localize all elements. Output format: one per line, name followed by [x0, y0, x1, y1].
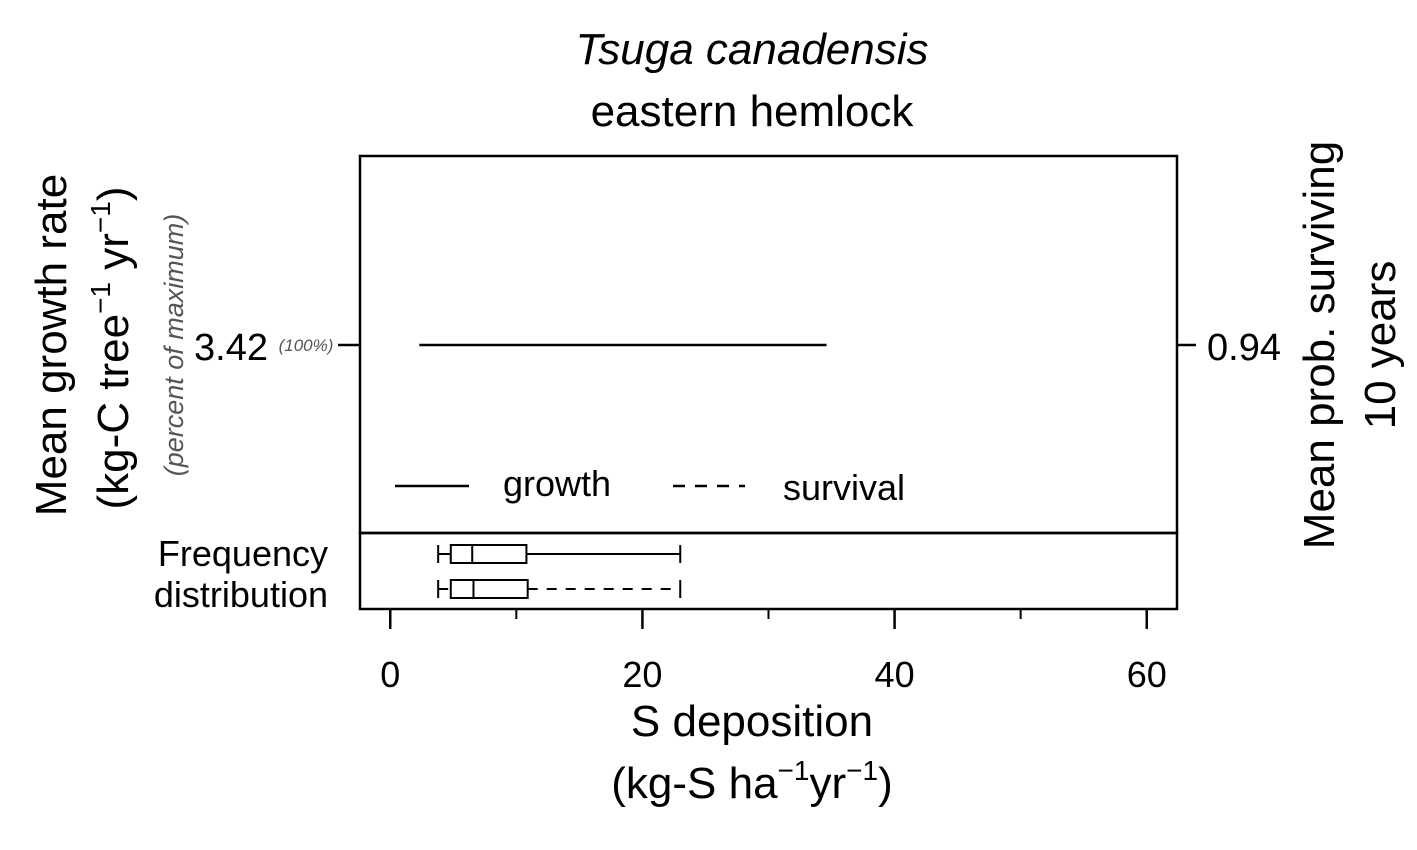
left-y-tick-label: 3.42	[194, 327, 268, 369]
left-y-axis-units: (kg-C tree−1 yr−1)	[85, 186, 138, 509]
left-y-units-sup-1: −1	[85, 282, 116, 314]
x-tick-label-0: 0	[380, 654, 400, 695]
growth-iqr-box	[449, 544, 528, 564]
frequency-boxplots	[437, 544, 682, 599]
x-units-part-3: )	[878, 759, 893, 808]
chart-title: Tsuga canadensis	[575, 25, 928, 74]
legend-survival-label: survival	[783, 467, 905, 508]
x-axis: 0 20 40 60	[380, 609, 1167, 695]
x-tick-label-60: 60	[1127, 654, 1167, 695]
right-y-axis-subtitle: 10 years	[1356, 261, 1405, 430]
growth-boxplot	[437, 544, 682, 564]
x-units-sup-1: −1	[778, 755, 810, 786]
survival-iqr-box	[449, 579, 529, 599]
x-tick-label-20: 20	[622, 654, 662, 695]
x-units-part-1: (kg-S ha	[611, 759, 778, 808]
right-y-axis-title: Mean prob. surviving	[1295, 141, 1344, 549]
x-tick-label-40: 40	[875, 654, 915, 695]
left-y-axis-title: Mean growth rate	[27, 174, 76, 516]
survival-boxplot	[437, 579, 682, 599]
x-units-part-2: yr	[809, 759, 846, 808]
left-y-units-part-2: yr	[89, 233, 138, 282]
left-y-units-sup-2: −1	[85, 201, 116, 233]
x-units-sup-2: −1	[846, 755, 878, 786]
chart-subtitle: eastern hemlock	[591, 87, 915, 136]
legend-growth-label: growth	[503, 463, 611, 504]
x-axis-units: (kg-S ha−1yr−1)	[611, 755, 892, 808]
frequency-label-line2: distribution	[154, 574, 328, 615]
frequency-label-line1: Frequency	[158, 533, 328, 574]
right-y-tick-label: 0.94	[1207, 327, 1281, 369]
left-y-tick-percent: (100%)	[279, 336, 334, 355]
left-y-axis-note: (percent of maximum)	[159, 214, 189, 477]
left-y-units-part-3: )	[89, 186, 138, 201]
left-y-units-part-1: (kg-C tree	[89, 314, 138, 510]
x-axis-title: S deposition	[631, 697, 873, 746]
